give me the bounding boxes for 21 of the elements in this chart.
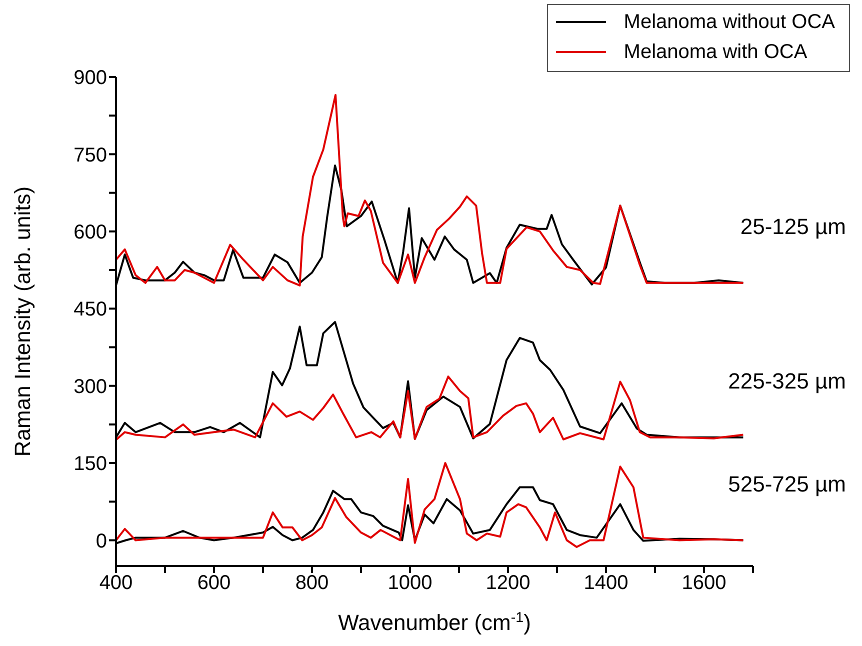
y-tick-label: 600	[74, 222, 107, 244]
y-axis-title: Raman Intensity (arb. units)	[10, 186, 35, 457]
y-tick-label: 450	[74, 298, 107, 321]
x-tick-label: 1200	[486, 572, 530, 594]
y-tick-label: 300	[74, 376, 107, 398]
x-tick-label: 400	[99, 572, 133, 594]
annotation: 525-725 µm	[728, 471, 846, 496]
y-tick-label: 0	[96, 530, 107, 552]
x-tick-label: 1600	[682, 572, 726, 594]
y-tick-label: 750	[74, 144, 107, 166]
legend-label: Melanoma with OCA	[624, 40, 808, 65]
x-tick-label: 800	[295, 572, 329, 594]
annotation: 225-325 µm	[728, 368, 846, 394]
y-tick-label: 150	[74, 453, 107, 476]
annotation: 25-125 µm	[740, 214, 846, 239]
x-tick-label: 600	[197, 572, 231, 594]
legend-label: Melanoma without OCA	[624, 10, 835, 35]
x-tick-label: 1000	[388, 572, 432, 594]
x-tick-label: 1400	[584, 572, 628, 594]
y-tick-label: 900	[74, 67, 107, 90]
x-axis-title: Wavenumber (cm$^{-1}$)	[338, 610, 531, 635]
